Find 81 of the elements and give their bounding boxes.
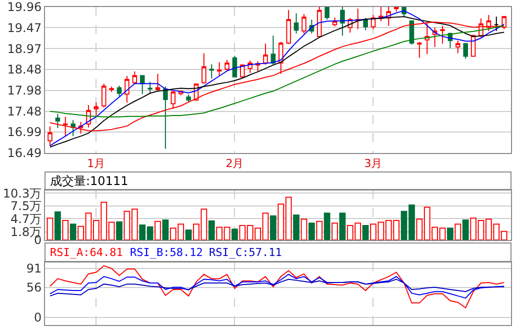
candlestick bbox=[101, 83, 106, 108]
bar bbox=[70, 224, 76, 240]
y-tick-label: 18.48 bbox=[7, 62, 42, 76]
candlestick bbox=[240, 64, 245, 78]
series-label: RSI_A:64.81 bbox=[50, 246, 123, 259]
candlestick bbox=[124, 76, 130, 104]
candlestick bbox=[286, 9, 291, 45]
candlestick bbox=[140, 75, 145, 95]
bar bbox=[300, 218, 308, 240]
candlestick bbox=[48, 126, 52, 146]
series-label: RSI_B:58.12 bbox=[130, 246, 203, 259]
candlestick bbox=[216, 62, 222, 76]
candlestick bbox=[324, 7, 330, 20]
y-tick-label: 16.49 bbox=[7, 146, 42, 160]
x-tick-label: 2月 bbox=[226, 157, 244, 170]
line-series bbox=[50, 265, 505, 308]
bar bbox=[185, 230, 192, 240]
candlestick bbox=[209, 64, 214, 80]
y-tick-label: 56 bbox=[26, 280, 42, 295]
bar bbox=[316, 220, 323, 240]
line-series bbox=[50, 274, 505, 299]
y-tick-label: 19.96 bbox=[7, 0, 42, 14]
y-tick-label: 16.99 bbox=[7, 125, 42, 140]
candlestick bbox=[440, 25, 445, 44]
candlestick bbox=[270, 35, 276, 66]
bar bbox=[232, 228, 238, 240]
candlestick bbox=[170, 90, 176, 110]
bar bbox=[54, 211, 61, 240]
bar bbox=[116, 221, 122, 240]
bar bbox=[46, 218, 54, 240]
candlestick bbox=[224, 60, 230, 72]
bar bbox=[308, 222, 315, 240]
y-tick-label: 19.47 bbox=[7, 20, 42, 35]
candlestick bbox=[417, 41, 422, 58]
chart-title: 成交量:10111 bbox=[50, 174, 128, 188]
candlestick bbox=[463, 42, 468, 60]
bar bbox=[339, 212, 346, 240]
y-tick-label: 4.7万 bbox=[10, 212, 42, 226]
candlestick bbox=[363, 17, 368, 31]
y-tick-label: 91 bbox=[26, 262, 42, 276]
candlestick bbox=[148, 81, 152, 94]
bar bbox=[154, 220, 161, 240]
candlestick bbox=[55, 113, 60, 129]
bar bbox=[447, 228, 454, 240]
y-tick-label: 0 bbox=[34, 310, 42, 325]
candlestick bbox=[302, 14, 306, 34]
candlestick bbox=[94, 102, 99, 116]
bar bbox=[454, 224, 462, 240]
x-tick-label: 1月 bbox=[87, 157, 106, 170]
candlestick bbox=[494, 16, 499, 32]
line-series bbox=[50, 25, 505, 118]
candlestick bbox=[163, 86, 168, 150]
candlestick bbox=[186, 94, 191, 104]
candlestick bbox=[155, 73, 160, 92]
y-tick-label: 17.48 bbox=[7, 104, 42, 119]
bar bbox=[332, 222, 338, 240]
candlestick bbox=[316, 7, 322, 38]
bar bbox=[462, 220, 469, 240]
y-tick-label: 17.98 bbox=[7, 84, 42, 98]
candlestick bbox=[202, 52, 206, 84]
bar bbox=[62, 220, 69, 240]
candlestick bbox=[294, 12, 299, 34]
bar bbox=[324, 212, 330, 240]
candlestick bbox=[109, 86, 114, 92]
series-label: RSI_C:57.11 bbox=[209, 246, 282, 259]
candlestick bbox=[116, 85, 122, 97]
bar bbox=[208, 220, 215, 240]
bar bbox=[362, 224, 369, 240]
x-tick-label: 3月 bbox=[364, 157, 382, 170]
y-tick-label: 18.97 bbox=[7, 42, 42, 56]
bar bbox=[293, 214, 300, 240]
candlestick bbox=[456, 40, 460, 54]
bar bbox=[270, 215, 276, 240]
bar bbox=[162, 220, 169, 240]
candlestick bbox=[340, 7, 345, 36]
candlestick bbox=[70, 120, 76, 137]
y-tick-label: 10.3万 bbox=[2, 186, 42, 200]
candlestick bbox=[263, 43, 268, 66]
y-tick-label: 7.5万 bbox=[10, 199, 42, 214]
candlestick bbox=[132, 70, 138, 85]
line-series bbox=[50, 278, 505, 296]
